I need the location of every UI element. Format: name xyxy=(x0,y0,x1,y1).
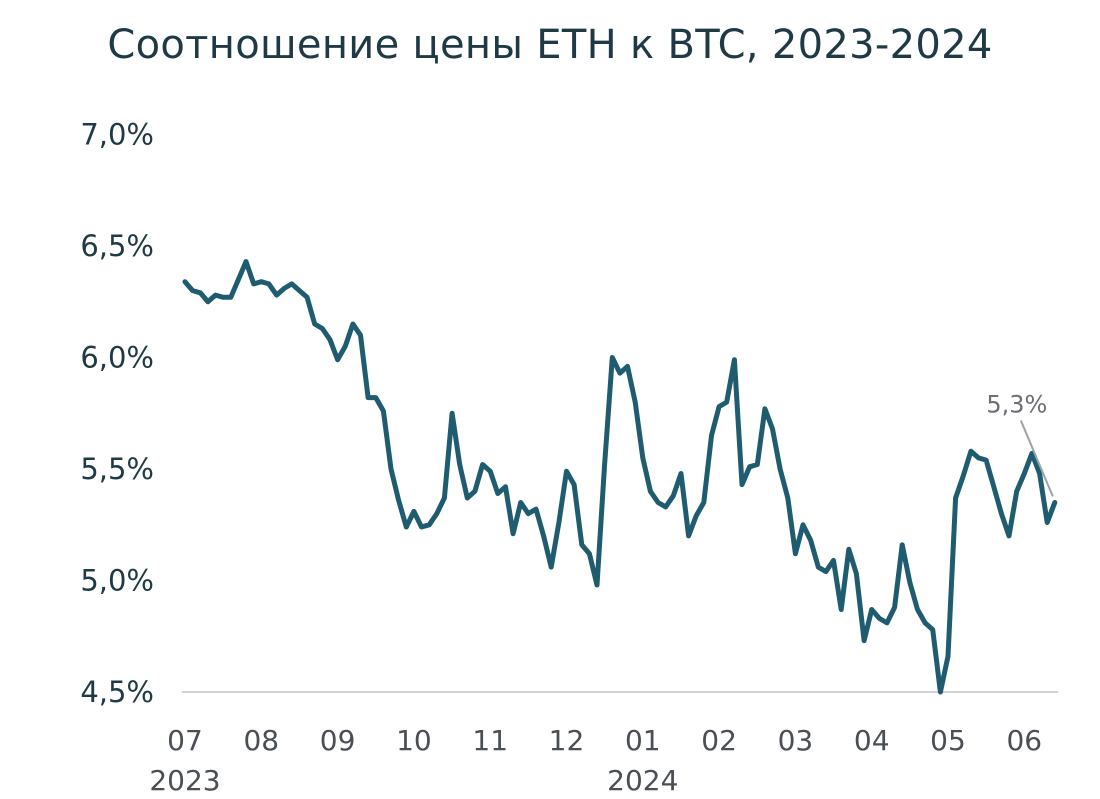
x-tick-label: 03 xyxy=(778,724,814,757)
y-tick-label: 5,0% xyxy=(80,564,154,598)
x-tick-label: 01 xyxy=(625,724,661,757)
year-label: 2024 xyxy=(607,764,678,797)
x-tick-label: 04 xyxy=(854,724,890,757)
x-tick-label: 06 xyxy=(1006,724,1042,757)
chart-title: Соотношение цены ETH к BTC, 2023-2024 xyxy=(107,22,993,68)
y-tick-label: 7,0% xyxy=(80,118,154,152)
x-tick-label: 12 xyxy=(549,724,585,757)
last-value-annotation: 5,3% xyxy=(986,390,1047,418)
x-tick-label: 11 xyxy=(472,724,508,757)
x-tick-label: 07 xyxy=(167,724,203,757)
x-tick-label: 08 xyxy=(243,724,279,757)
year-label: 2023 xyxy=(149,764,220,797)
x-tick-label: 10 xyxy=(396,724,432,757)
y-tick-label: 6,0% xyxy=(80,341,154,375)
annotation-leader-line xyxy=(1019,420,1054,497)
x-axis-tick-labels: 07 08 09 10 11 12 01 02 03 04 05 06 xyxy=(167,724,1042,757)
y-tick-label: 6,5% xyxy=(80,229,154,263)
x-tick-label: 09 xyxy=(320,724,356,757)
y-tick-label: 4,5% xyxy=(80,675,154,709)
year-labels: 2023 2024 xyxy=(149,764,678,797)
y-axis-tick-labels: 4,5% 5,0% 5,5% 6,0% 6,5% 7,0% xyxy=(80,118,154,710)
eth-btc-ratio-line xyxy=(182,259,1058,695)
y-tick-label: 5,5% xyxy=(80,452,154,486)
x-tick-label: 02 xyxy=(701,724,737,757)
x-tick-label: 05 xyxy=(930,724,966,757)
